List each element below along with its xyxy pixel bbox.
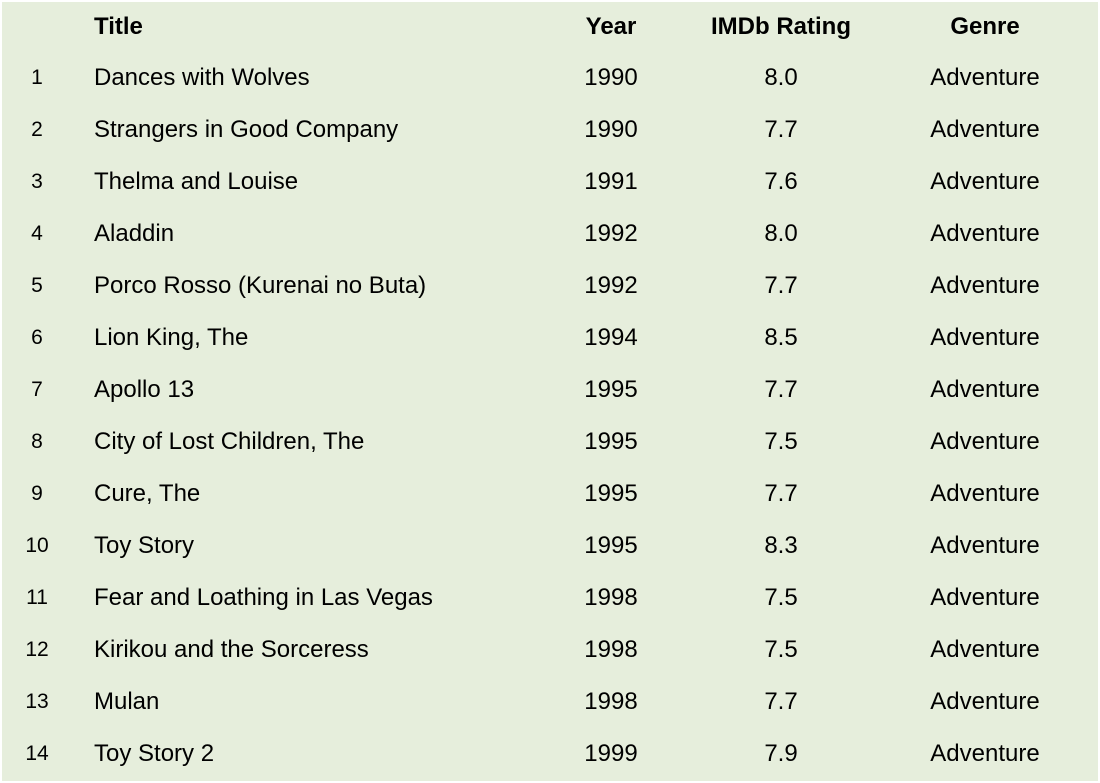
row-title: Fear and Loathing in Las Vegas [94,584,433,611]
row-genre: Adventure [930,168,1040,195]
row-imdb-rating: 7.7 [764,272,798,299]
row-year: 1995 [584,480,638,507]
table-row: 7 Apollo 13 1995 7.7 Adventure [2,364,1098,416]
row-year: 1998 [584,636,638,663]
row-imdb-rating: 7.9 [764,740,798,767]
row-index: 2 [31,118,43,141]
row-imdb-rating: 7.7 [764,480,798,507]
row-title: City of Lost Children, The [94,428,365,455]
row-genre: Adventure [930,688,1040,715]
row-title: Porco Rosso (Kurenai no Buta) [94,272,427,299]
row-year: 1999 [584,740,638,767]
row-index: 5 [31,274,43,297]
table-row: 5 Porco Rosso (Kurenai no Buta) 1992 7.7 Adv… [2,260,1098,312]
row-genre: Adventure [930,64,1040,91]
row-title: Toy Story [94,532,195,559]
header-year: Year [585,13,637,40]
table-row: 13 Mulan 1998 7.7 Adventure [2,676,1098,728]
table-row: 8 City of Lost Children, The 1995 7.5 Advent… [2,416,1098,468]
row-year: 1992 [584,272,638,299]
header-row: Title Year IMDb Rating Genre [2,2,1098,52]
row-year: 1990 [584,64,638,91]
table-row: 9 Cure, The 1995 7.7 Adventure [2,468,1098,520]
row-year: 1995 [584,428,638,455]
row-genre: Adventure [930,428,1040,455]
row-genre: Adventure [930,376,1040,403]
row-index: 1 [31,66,43,89]
table-row: 6 Lion King, The 1994 8.5 Adventure [2,312,1098,364]
row-imdb-rating: 7.5 [764,428,798,455]
table-row: 11 Fear and Loathing in Las Vegas 1998 7.5 A… [2,572,1098,624]
row-genre: Adventure [930,480,1040,507]
row-index: 4 [31,222,43,245]
table-row: 3 Thelma and Louise 1991 7.6 Adventure [2,156,1098,208]
row-genre: Adventure [930,532,1040,559]
row-title: Cure, The [94,480,201,507]
row-title: Lion King, The [94,324,249,351]
row-imdb-rating: 8.0 [764,64,798,91]
table-row: 2 Strangers in Good Company 1990 7.7 Adventu… [2,104,1098,156]
table-row: 12 Kirikou and the Sorceress 1998 7.5 Advent… [2,624,1098,676]
row-genre: Adventure [930,272,1040,299]
row-index: 6 [31,326,43,349]
row-title: Apollo 13 [94,376,195,403]
row-index: 13 [25,690,49,713]
row-title: Mulan [94,688,160,715]
table-row: 14 Toy Story 2 1999 7.9 Adventure [2,728,1098,780]
table-row: 4 Aladdin 1992 8.0 Adventure [2,208,1098,260]
row-title: Toy Story 2 [94,740,215,767]
row-genre: Adventure [930,220,1040,247]
row-title: Dances with Wolves [94,64,310,91]
header-title: Title [94,13,143,40]
row-index: 8 [31,430,43,453]
row-index: 11 [26,586,48,609]
row-genre: Adventure [930,324,1040,351]
row-imdb-rating: 8.3 [764,532,798,559]
table-row: 1 Dances with Wolves 1990 8.0 Adventure [2,52,1098,104]
row-year: 1994 [584,324,638,351]
row-title: Strangers in Good Company [94,116,399,143]
row-genre: Adventure [930,584,1040,611]
row-index: 7 [31,378,43,401]
row-index: 14 [25,742,49,765]
row-year: 1995 [584,376,638,403]
row-imdb-rating: 7.6 [764,168,798,195]
row-year: 1992 [584,220,638,247]
row-title: Aladdin [94,220,175,247]
row-imdb-rating: 7.7 [764,376,798,403]
row-imdb-rating: 7.5 [764,584,798,611]
row-index: 12 [25,638,49,661]
row-year: 1990 [584,116,638,143]
row-index: 10 [25,534,49,557]
row-index: 3 [31,170,43,193]
row-imdb-rating: 7.5 [764,636,798,663]
row-genre: Adventure [930,116,1040,143]
row-imdb-rating: 8.0 [764,220,798,247]
row-year: 1991 [584,168,638,195]
row-genre: Adventure [930,636,1040,663]
header-imdb-rating: IMDb Rating [711,13,851,40]
row-imdb-rating: 7.7 [764,116,798,143]
row-year: 1998 [584,584,638,611]
header-index [2,2,72,52]
row-year: 1998 [584,688,638,715]
row-title: Kirikou and the Sorceress [94,636,369,663]
row-imdb-rating: 8.5 [764,324,798,351]
row-genre: Adventure [930,740,1040,767]
row-year: 1995 [584,532,638,559]
header-genre: Genre [950,13,1020,40]
row-imdb-rating: 7.7 [764,688,798,715]
row-title: Thelma and Louise [94,168,299,195]
table-body: 1 Dances with Wolves 1990 8.0 Adventure 2 Stra… [2,52,1098,780]
table-row: 10 Toy Story 1995 8.3 Adventure [2,520,1098,572]
row-index: 9 [31,482,43,505]
